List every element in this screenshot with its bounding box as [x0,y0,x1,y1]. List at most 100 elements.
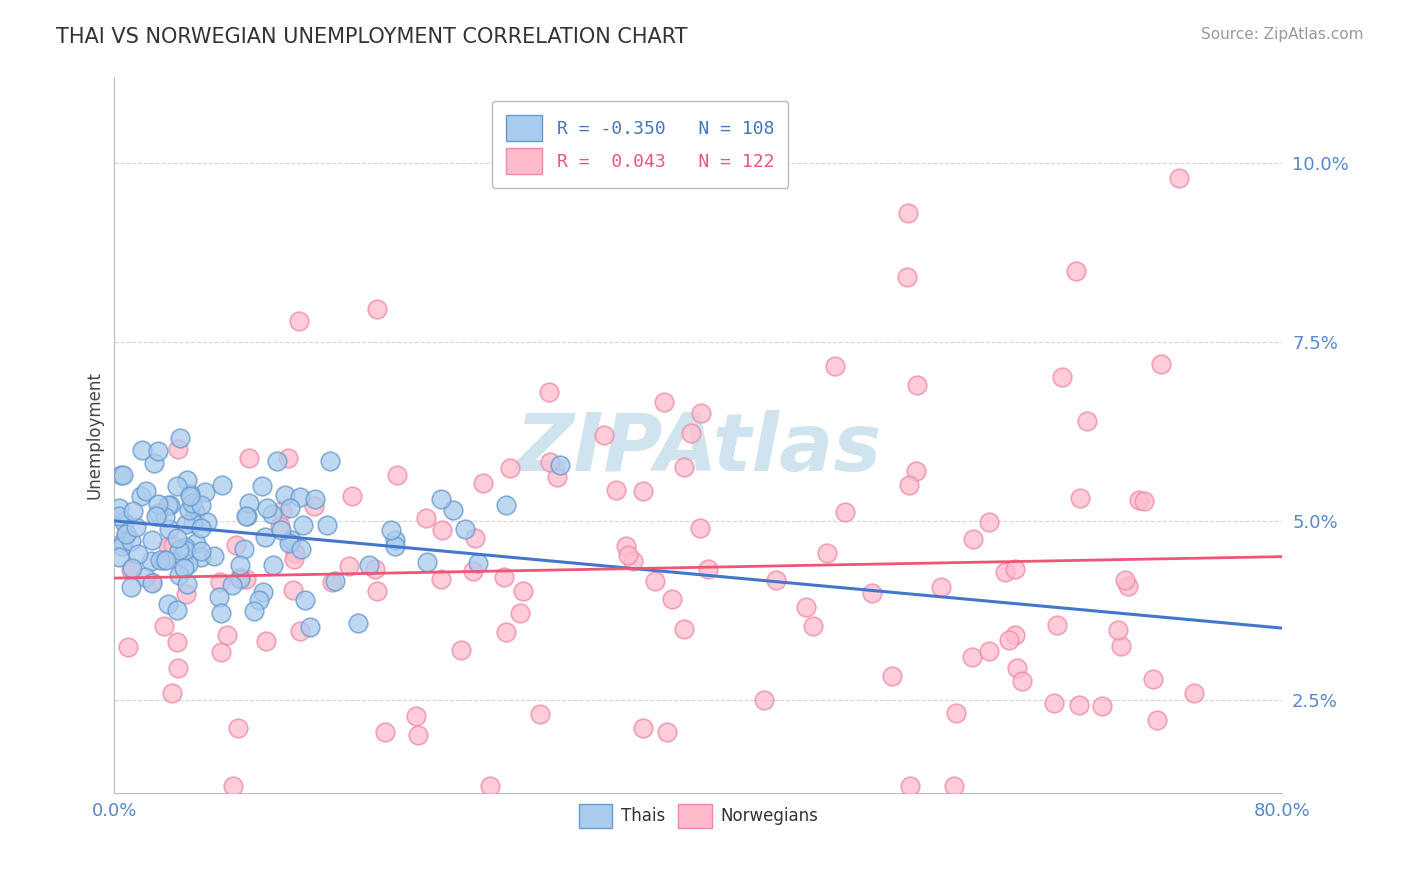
Point [120,563,142,577]
Point [945,706,967,720]
Point [657,725,679,739]
Point [617,548,640,562]
Point [498,461,520,475]
Point [1005,661,1028,675]
Point [215,628,238,642]
Point [593,428,616,442]
Point [1133,493,1156,508]
Point [898,779,921,793]
Point [672,622,695,636]
Point [661,591,683,606]
Point [546,469,568,483]
Point [202,549,225,564]
Point [299,620,322,634]
Point [384,539,406,553]
Point [538,384,561,399]
Point [274,488,297,502]
Point [247,593,270,607]
Point [190,498,212,512]
Point [120,533,142,548]
Point [897,206,920,220]
Point [631,484,654,499]
Point [385,468,408,483]
Point [169,431,191,445]
Point [162,538,184,552]
Point [135,484,157,499]
Point [145,509,167,524]
Point [290,490,312,504]
Point [380,523,402,537]
Point [905,378,928,392]
Point [177,557,200,571]
Point [190,521,212,535]
Point [905,464,928,478]
Point [384,533,406,547]
Point [288,624,311,639]
Point [221,578,243,592]
Point [509,606,531,620]
Point [644,574,666,588]
Point [141,576,163,591]
Point [929,580,952,594]
Point [880,669,903,683]
Point [689,521,711,535]
Point [266,454,288,468]
Point [235,509,257,524]
Point [652,394,675,409]
Point [430,572,453,586]
Point [184,505,207,519]
Point [752,693,775,707]
Point [359,558,381,572]
Point [824,359,846,374]
Point [304,491,326,506]
Point [280,533,302,548]
Point [242,604,264,618]
Point [896,270,918,285]
Point [430,491,453,506]
Point [1118,578,1140,592]
Point [1182,686,1205,700]
Point [229,558,252,572]
Point [478,779,501,793]
Point [107,549,129,564]
Point [177,503,200,517]
Point [512,584,534,599]
Point [174,516,197,531]
Point [1004,628,1026,642]
Point [269,519,291,533]
Point [366,583,388,598]
Point [195,515,218,529]
Point [1109,639,1132,653]
Point [208,591,231,605]
Point [107,501,129,516]
Point [321,575,343,590]
Text: ZIPAtlas: ZIPAtlas [515,410,882,488]
Point [111,539,134,553]
Point [834,505,856,519]
Point [167,542,190,557]
Point [495,625,517,640]
Point [166,478,188,492]
Point [174,587,197,601]
Point [765,573,787,587]
Point [262,507,284,521]
Point [794,600,817,615]
Point [283,551,305,566]
Point [112,515,135,529]
Point [430,523,453,537]
Point [1011,673,1033,688]
Point [176,473,198,487]
Point [815,546,838,560]
Point [184,536,207,550]
Point [181,516,204,530]
Point [173,560,195,574]
Point [318,454,340,468]
Point [228,572,250,586]
Point [181,496,204,510]
Point [405,709,427,723]
Point [977,643,1000,657]
Point [1069,491,1091,505]
Point [287,313,309,327]
Point [415,511,437,525]
Point [169,568,191,582]
